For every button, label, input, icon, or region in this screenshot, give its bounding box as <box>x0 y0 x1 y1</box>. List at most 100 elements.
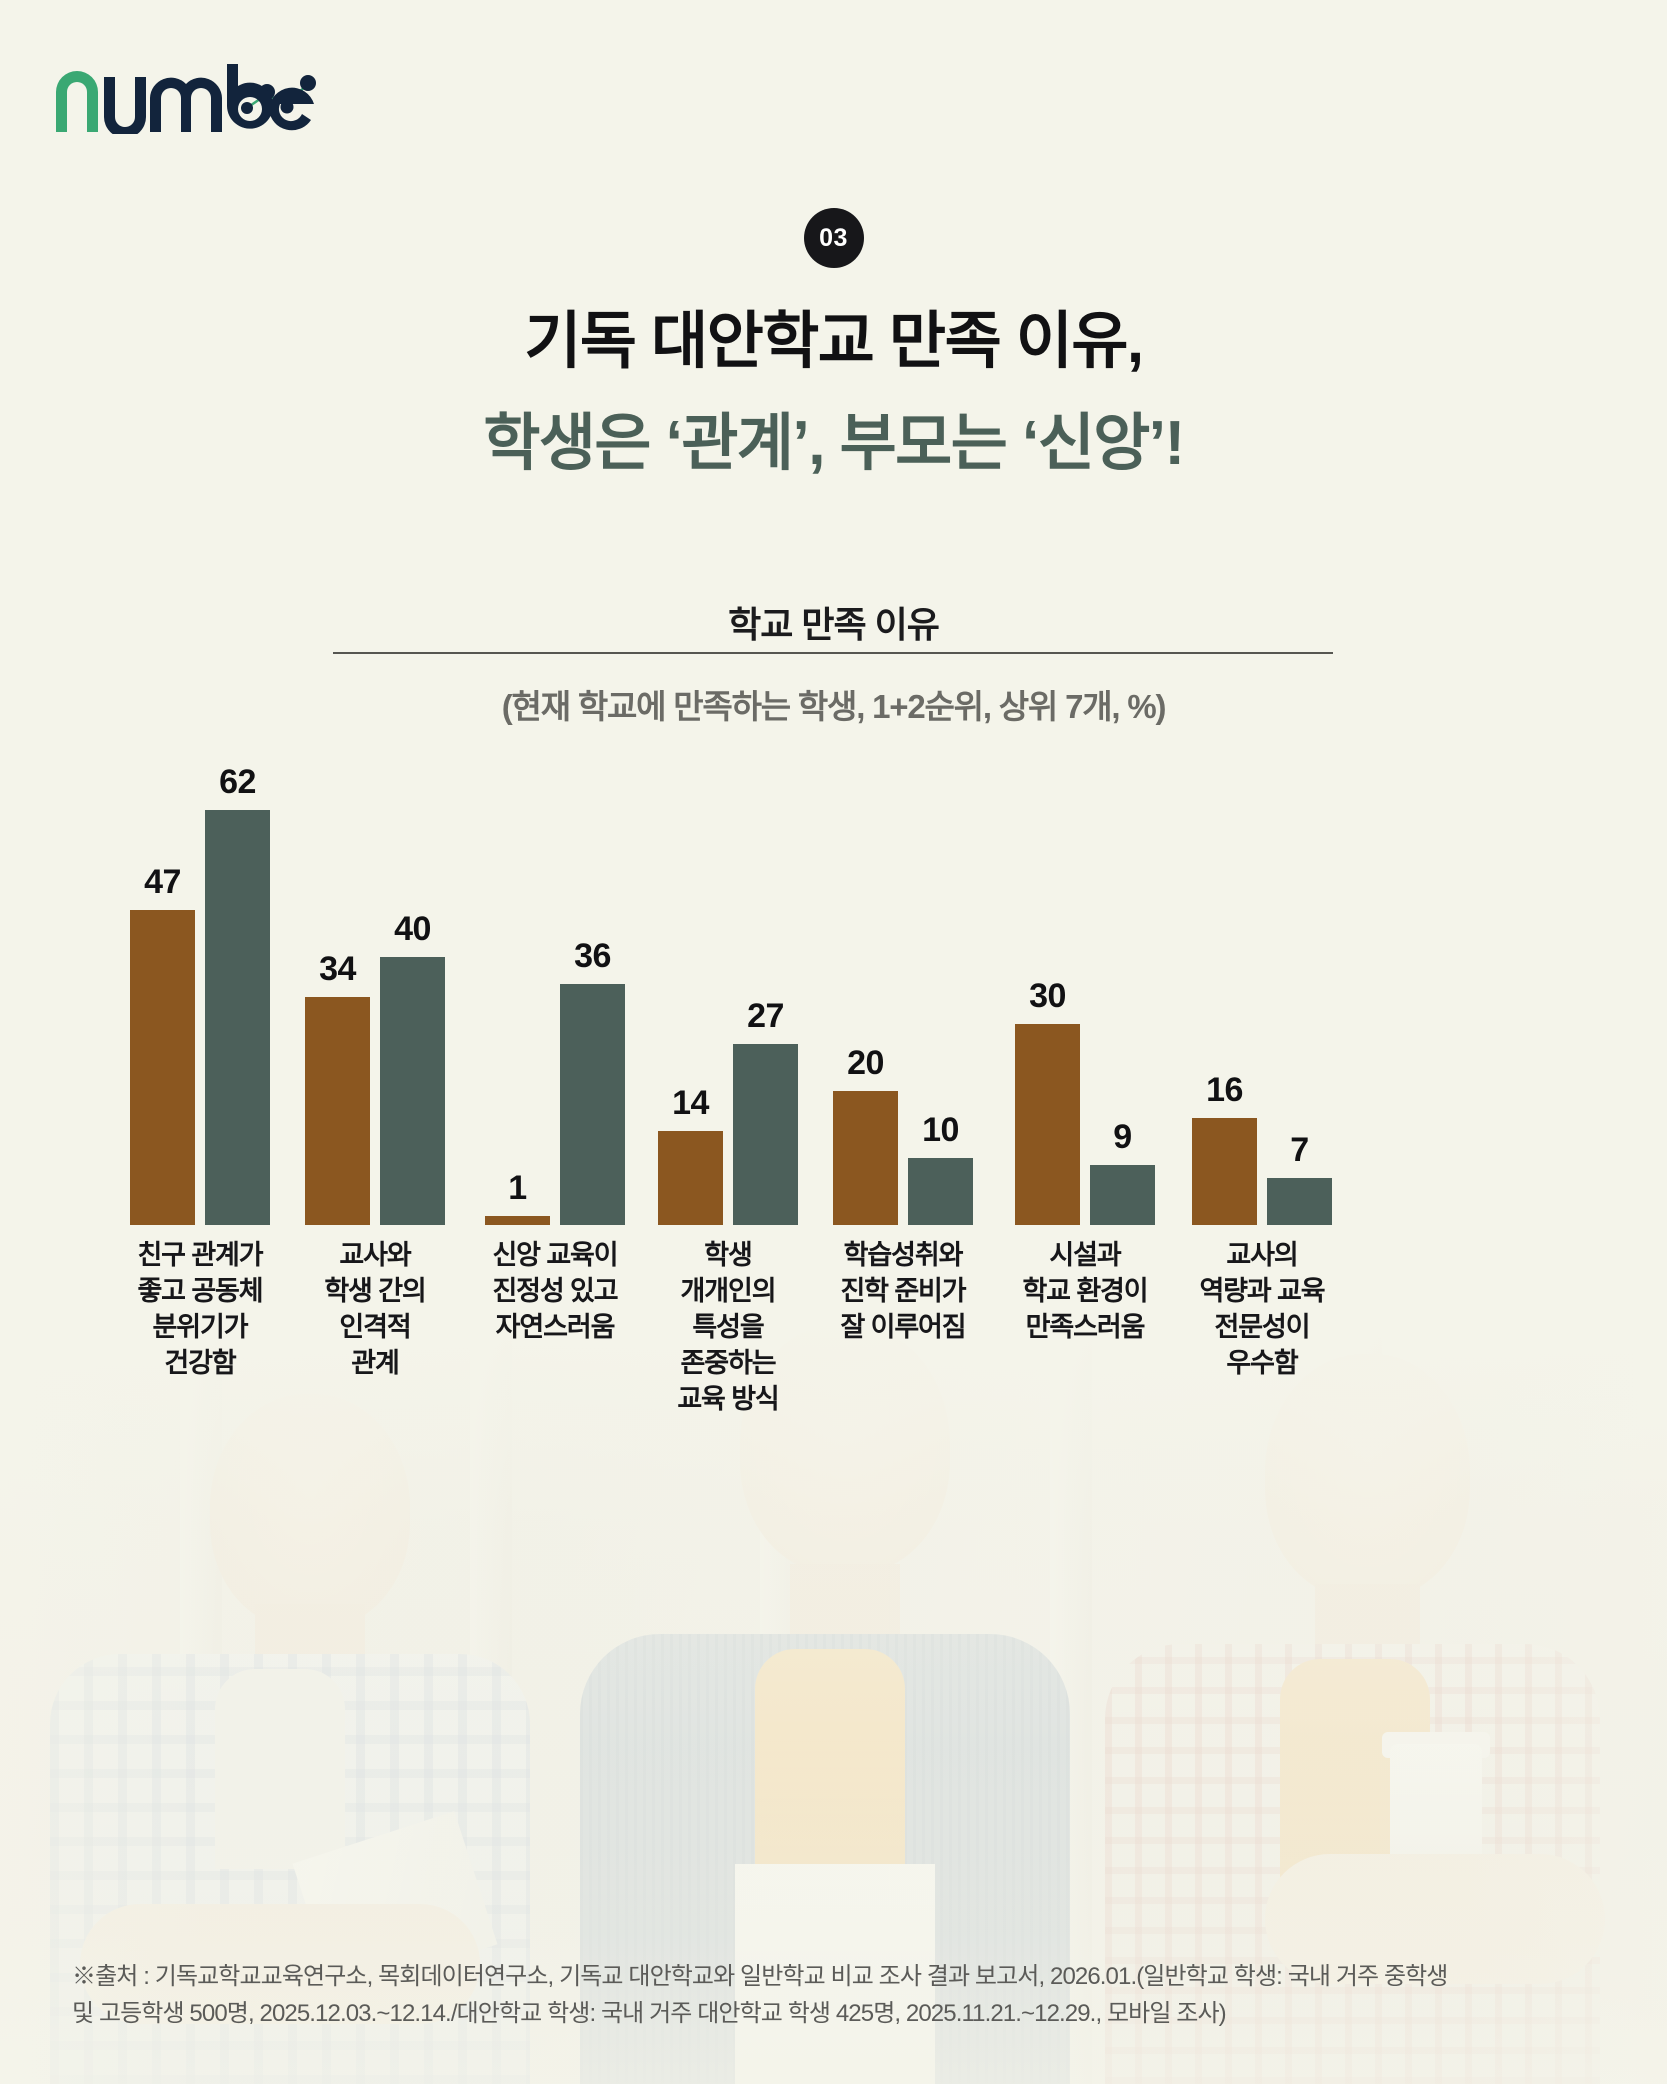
bar-pair: 14 27 <box>633 745 823 1225</box>
category-label-line: 교사의 <box>1226 1240 1298 1270</box>
source-note: ※출처 : 기독교학교교육연구소, 목회데이터연구소, 기독교 대안학교와 일반… <box>72 1958 1607 2033</box>
bar-value-label: 1 <box>508 1169 527 1207</box>
bar-parent[interactable] <box>380 957 445 1225</box>
bar-value-label: 62 <box>219 763 256 801</box>
bar-value-label: 7 <box>1290 1131 1309 1169</box>
bar-group: 16 7 <box>1167 745 1357 1225</box>
category-label-line: 학생 <box>704 1240 753 1270</box>
background-photo <box>0 1324 1667 2084</box>
bar-pair: 30 9 <box>990 745 1180 1225</box>
bar-parent[interactable] <box>908 1158 973 1225</box>
bar-pair: 20 10 <box>808 745 998 1225</box>
bar-column[interactable]: 20 <box>833 745 898 1225</box>
bar-column[interactable]: 1 <box>485 745 550 1225</box>
bar-column[interactable]: 27 <box>733 745 798 1225</box>
bar-column[interactable]: 10 <box>908 745 973 1225</box>
bar-student[interactable] <box>305 997 370 1225</box>
bar-value-label: 34 <box>319 950 356 988</box>
bar-value-label: 10 <box>922 1111 959 1149</box>
bar-student[interactable] <box>130 910 195 1225</box>
category-label-line: 진정성 있고 <box>492 1275 618 1306</box>
bar-parent[interactable] <box>205 810 270 1225</box>
category-label-line: 친구 관계가 <box>137 1240 263 1270</box>
bar-student[interactable] <box>658 1131 723 1225</box>
bar-group: 20 10 <box>808 745 998 1225</box>
bar-chart-plot: 47 62 34 40 1 36 14 27 20 10 30 9 16 7 <box>0 745 1667 1225</box>
page-title-line2: 학생은 ‘관계’, 부모는 ‘신앙’! <box>483 409 1185 478</box>
category-label-line: 교육 방식 <box>677 1383 779 1414</box>
bar-parent[interactable] <box>560 984 625 1225</box>
page-title-line1: 기독 대안학교 만족 이유, <box>524 307 1144 376</box>
bar-column[interactable]: 40 <box>380 745 445 1225</box>
bar-group: 14 27 <box>633 745 823 1225</box>
source-line-1: ※출처 : 기독교학교교육연구소, 목회데이터연구소, 기독교 대안학교와 일반… <box>72 1963 1448 1990</box>
bar-column[interactable]: 34 <box>305 745 370 1225</box>
bar-value-label: 47 <box>144 863 181 901</box>
category-label-line: 우수함 <box>1226 1347 1298 1378</box>
category-label-line: 전문성이 <box>1214 1311 1311 1342</box>
category-label: 시설과 학교 환경이 만족스러움 <box>965 1238 1205 1346</box>
bar-column[interactable]: 7 <box>1267 745 1332 1225</box>
bar-parent[interactable] <box>1090 1165 1155 1225</box>
bar-column[interactable]: 16 <box>1192 745 1257 1225</box>
bar-column[interactable]: 62 <box>205 745 270 1225</box>
bar-pair: 16 7 <box>1167 745 1357 1225</box>
bar-group: 1 36 <box>460 745 650 1225</box>
category-label-line: 건강함 <box>164 1347 236 1378</box>
bar-group: 34 40 <box>280 745 470 1225</box>
category-label-line: 만족스러움 <box>1025 1311 1146 1342</box>
bar-student[interactable] <box>1192 1118 1257 1225</box>
bar-value-label: 40 <box>394 910 431 948</box>
logo-svg <box>56 64 316 138</box>
bar-column[interactable]: 47 <box>130 745 195 1225</box>
source-line-2: 및 고등학생 500명, 2025.12.03.~12.14./대안학교 학생:… <box>72 2000 1227 2028</box>
photo-edge-fade <box>0 1324 1667 2084</box>
logo-wordmark-icon <box>56 64 314 138</box>
bar-value-label: 36 <box>574 937 611 975</box>
bar-value-label: 14 <box>672 1084 709 1122</box>
chart-title-divider <box>333 652 1333 654</box>
bar-student[interactable] <box>833 1091 898 1225</box>
bar-value-label: 20 <box>847 1044 884 1082</box>
category-label-line: 분위기가 <box>152 1311 249 1342</box>
bar-column[interactable]: 36 <box>560 745 625 1225</box>
bar-column[interactable]: 14 <box>658 745 723 1225</box>
bar-value-label: 27 <box>747 997 784 1035</box>
chart-subtitle: (현재 학교에 만족하는 학생, 1+2순위, 상위 7개, %) <box>501 688 1167 725</box>
chart-title: 학교 만족 이유 <box>728 604 940 645</box>
category-label-line: 잘 이루어짐 <box>840 1311 966 1342</box>
numbers-logo <box>46 44 346 138</box>
bar-value-label: 16 <box>1206 1071 1243 1109</box>
category-label-line: 신앙 교육이 <box>492 1240 618 1270</box>
bar-pair: 1 36 <box>460 745 650 1225</box>
category-label-line: 학생 간의 <box>324 1275 426 1306</box>
bar-parent[interactable] <box>1267 1178 1332 1225</box>
category-label-line: 역량과 교육 <box>1199 1275 1325 1306</box>
category-label-line: 인격적 <box>339 1311 411 1342</box>
category-label-line: 존중하는 <box>680 1347 777 1378</box>
category-label-line: 학습성취와 <box>843 1240 964 1270</box>
bar-group: 30 9 <box>990 745 1180 1225</box>
category-label-line: 자연스러움 <box>495 1311 616 1342</box>
bar-group: 47 62 <box>105 745 295 1225</box>
category-label: 학생 개개인의 특성을 존중하는 교육 방식 <box>608 1238 848 1418</box>
bar-column[interactable]: 30 <box>1015 745 1080 1225</box>
category-label-line: 관계 <box>351 1347 400 1378</box>
bar-value-label: 9 <box>1113 1118 1132 1156</box>
category-label-line: 개개인의 <box>680 1275 777 1306</box>
category-label-line: 좋고 공동체 <box>137 1275 263 1306</box>
bar-value-label: 30 <box>1029 977 1066 1015</box>
category-label-line: 진학 준비가 <box>840 1275 966 1306</box>
bar-parent[interactable] <box>733 1044 798 1225</box>
bar-student[interactable] <box>1015 1024 1080 1225</box>
bar-column[interactable]: 9 <box>1090 745 1155 1225</box>
category-label-line: 시설과 <box>1049 1240 1121 1270</box>
bar-pair: 47 62 <box>105 745 295 1225</box>
category-label-line: 교사와 <box>339 1240 411 1270</box>
bar-pair: 34 40 <box>280 745 470 1225</box>
bar-student[interactable] <box>485 1216 550 1225</box>
